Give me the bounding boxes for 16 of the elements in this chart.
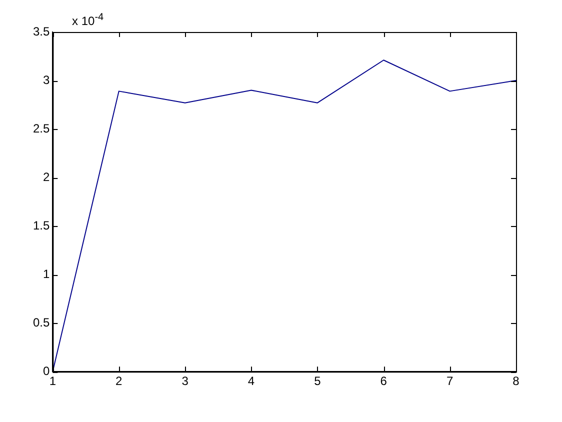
y-tick-label: 0 xyxy=(42,364,50,378)
x-tick-label: 5 xyxy=(314,374,322,388)
y-tick-label: 1 xyxy=(42,266,50,281)
y-tick-label: 3 xyxy=(42,72,50,87)
x-tick-label: 2 xyxy=(116,374,123,388)
x-tick-label: 4 xyxy=(248,374,255,388)
y-tick-label: 0.5 xyxy=(32,315,50,330)
x-tick-label: 6 xyxy=(380,374,388,388)
y-tick-label: 3.5 xyxy=(32,24,50,38)
x-tick-label: 8 xyxy=(512,374,520,388)
x-tick-label: 3 xyxy=(182,374,189,388)
y-tick-label: 2.5 xyxy=(32,121,50,136)
y-tick-label: 1.5 xyxy=(32,218,50,232)
x-tick-label: 7 xyxy=(446,374,454,388)
text: x 10$^{-4}$ xyxy=(72,12,104,28)
y-tick-label: 2 xyxy=(42,170,50,184)
